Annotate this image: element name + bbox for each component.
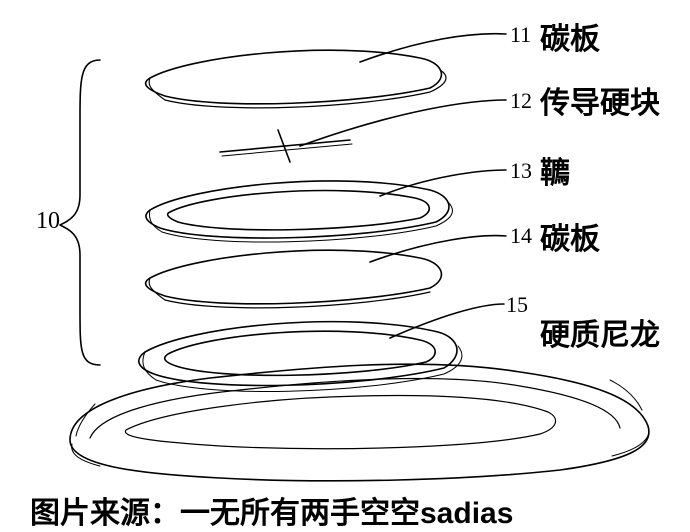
part-14 — [146, 250, 442, 308]
part-label-14: 碳板 — [540, 214, 600, 258]
group-number: 10 — [36, 208, 60, 235]
part-label-15: 硬质尼龙 — [540, 310, 660, 354]
group-bracket — [60, 60, 100, 365]
image-caption: 图片来源：一无所有两手空空sadias — [30, 488, 513, 532]
part-label-12: 传导硬块 — [540, 78, 660, 122]
part-label-11: 碳板 — [540, 14, 600, 58]
part-num-14: 14 — [510, 223, 532, 249]
part-num-12: 12 — [510, 88, 532, 114]
part-label-13: 韀 — [540, 148, 570, 192]
part-13 — [146, 181, 453, 242]
leader-15 — [390, 304, 504, 338]
figure-canvas: 10 11 12 13 14 15 碳板 传导硬块 韀 碳板 硬质尼龙 图片来源… — [0, 0, 690, 532]
part-num-13: 13 — [510, 158, 532, 184]
leader-12 — [300, 100, 506, 146]
leader-13 — [380, 170, 506, 196]
part-11 — [146, 50, 446, 108]
leader-14 — [370, 236, 506, 262]
part-num-11: 11 — [510, 22, 531, 48]
part-num-15: 15 — [506, 292, 528, 318]
leader-11 — [360, 34, 506, 62]
